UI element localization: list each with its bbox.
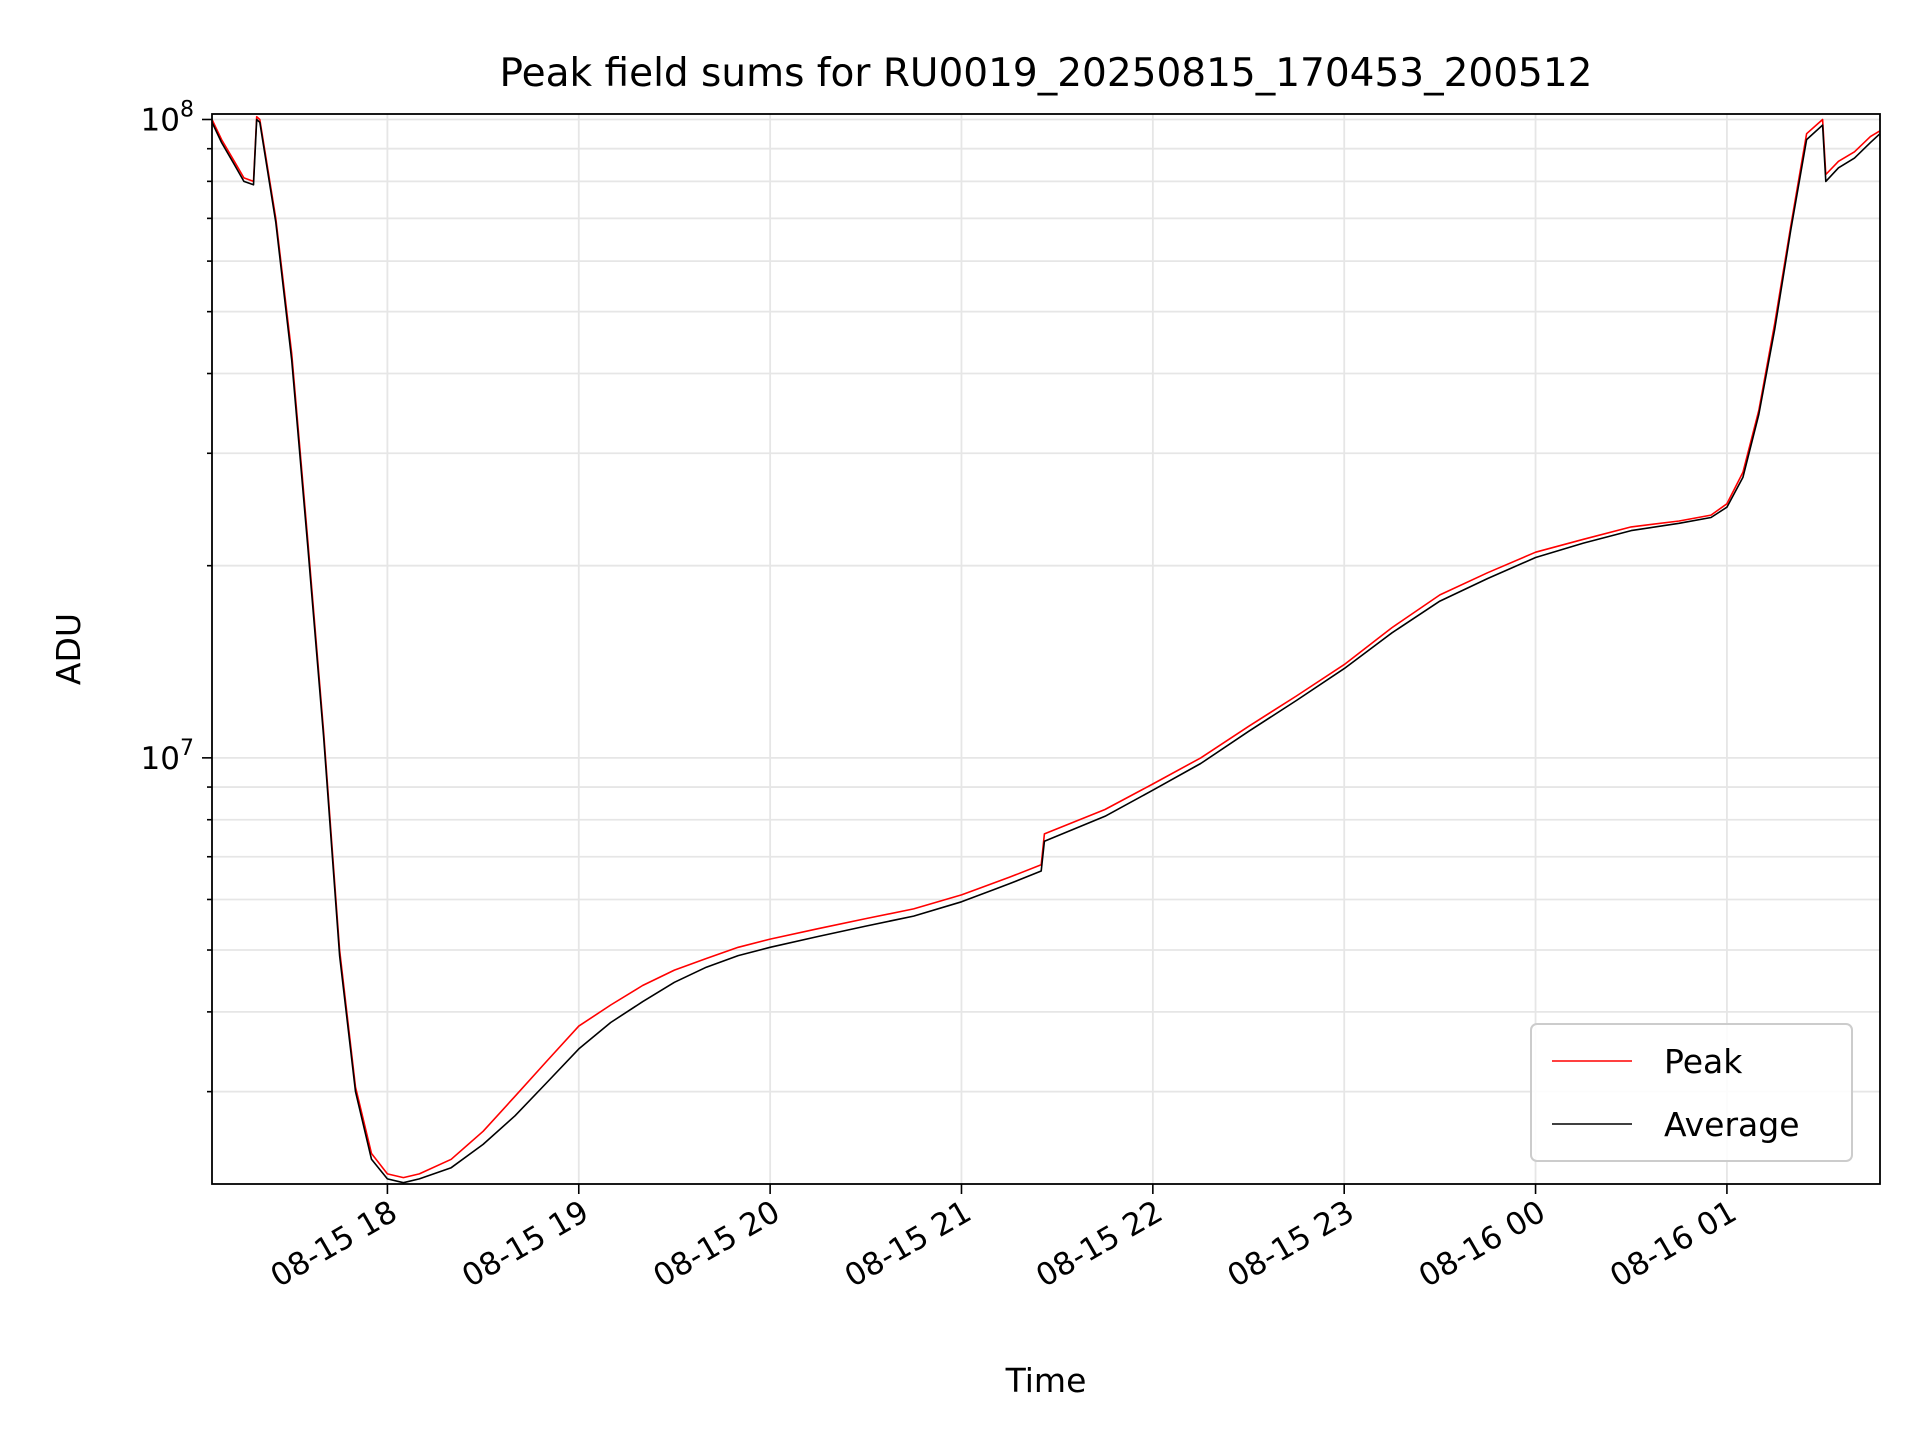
legend: Peak Average — [1530, 1023, 1853, 1162]
x-tick-label: 08-16 00 — [1413, 1194, 1552, 1295]
y-axis: 107 108 — [141, 97, 212, 1093]
chart-title: Peak field sums for RU0019_20250815_1704… — [500, 51, 1593, 96]
series-line-average — [211, 118, 1881, 1184]
x-tick-label: 08-15 20 — [647, 1194, 786, 1295]
series-line-peak — [211, 115, 1881, 1179]
x-tick-label: 08-15 21 — [839, 1194, 978, 1295]
x-tick-label: 08-15 18 — [265, 1194, 404, 1295]
y-tick-label: 107 — [141, 736, 194, 777]
x-axis: 08-15 18 08-15 19 08-15 20 08-15 21 08-15 22… — [265, 1184, 1743, 1295]
legend-peak-label: Peak — [1664, 1042, 1743, 1081]
y-tick-label: 108 — [141, 97, 194, 138]
grid — [212, 114, 1880, 1184]
x-tick-label: 08-15 23 — [1221, 1194, 1360, 1295]
plot-area — [211, 115, 1881, 1184]
x-tick-label: 08-15 19 — [456, 1194, 595, 1295]
y-axis-label: ADU — [49, 613, 88, 685]
legend-average-label: Average — [1664, 1105, 1800, 1144]
x-tick-label: 08-15 22 — [1030, 1194, 1169, 1295]
plot-frame — [211, 113, 1881, 1185]
legend-box — [1530, 1023, 1853, 1162]
x-tick-label: 08-16 01 — [1604, 1194, 1743, 1295]
x-axis-label: Time — [1005, 1361, 1087, 1400]
